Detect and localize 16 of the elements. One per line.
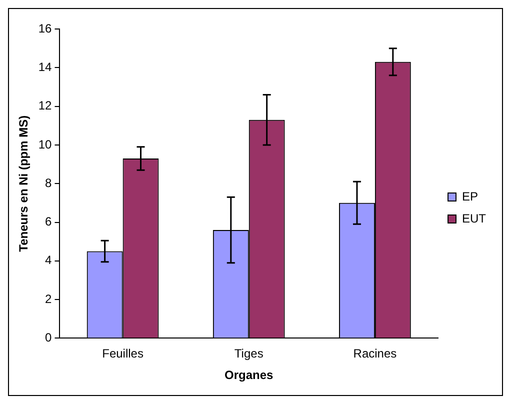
x-axis-title: Organes <box>224 368 274 382</box>
y-tick-label: 8 <box>45 176 52 190</box>
y-tick-label: 12 <box>38 98 52 113</box>
y-tick-label: 10 <box>38 137 52 152</box>
y-tick-label: 4 <box>45 253 52 268</box>
y-tick-label: 14 <box>38 60 52 74</box>
y-tick-label: 6 <box>45 214 52 229</box>
x-tick-label: Racines <box>353 346 397 361</box>
y-axis-title: Teneurs en Ni (ppm MS) <box>16 115 31 252</box>
y-tick-label: 2 <box>45 292 52 306</box>
y-tick-label: 0 <box>45 330 52 345</box>
x-tick-label: Feuilles <box>102 346 144 361</box>
y-tick-label: 16 <box>38 21 52 36</box>
legend-label: EP <box>462 189 478 204</box>
x-tick-label: Tiges <box>234 346 264 361</box>
legend-label: EUT <box>462 211 487 226</box>
